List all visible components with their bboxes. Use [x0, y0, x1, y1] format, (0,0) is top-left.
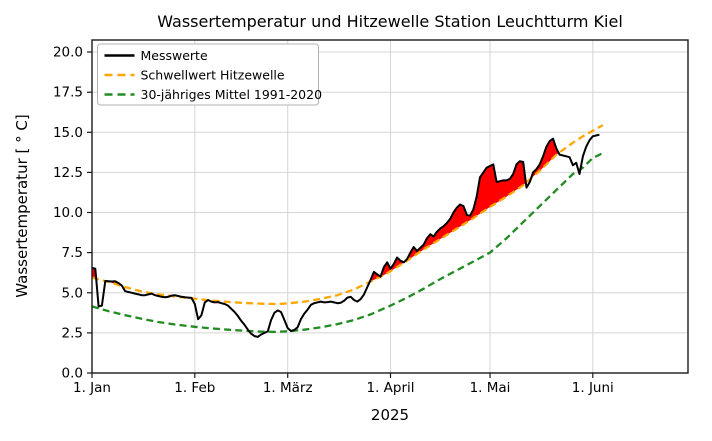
legend-label: Schwellwert Hitzewelle [141, 67, 285, 82]
y-tick-label: 5.0 [62, 285, 83, 301]
y-tick-label: 10.0 [53, 205, 83, 221]
chart-title: Wassertemperatur und Hitzewelle Station … [157, 12, 623, 31]
legend-label: 30-jähriges Mittel 1991-2020 [141, 87, 323, 102]
x-tick-label: 1. Jan [73, 380, 111, 396]
y-tick-label: 15.0 [53, 125, 83, 141]
y-tick-label: 2.5 [62, 325, 83, 341]
heatwave-fill-area [370, 271, 380, 282]
x-tick-label: 1. April [366, 380, 414, 396]
x-tick-label: 1. Juni [572, 380, 614, 396]
measurement-line [91, 133, 600, 338]
legend-label: Messwerte [141, 48, 208, 63]
y-tick-label: 17.5 [53, 85, 83, 101]
legend-box [97, 43, 319, 106]
climate-mean-line [91, 152, 604, 334]
x-tick-label: 1. Mai [470, 380, 511, 396]
x-tick-label: 1. März [263, 380, 313, 396]
y-tick-label: 20.0 [53, 45, 83, 61]
y-tick-label: 12.5 [53, 165, 83, 181]
y-tick-label: 7.5 [62, 245, 83, 261]
y-tick-label: 0.0 [62, 366, 83, 382]
threshold-line [91, 124, 604, 306]
x-axis-label: 2025 [370, 406, 410, 424]
x-tick-label: 1. Feb [174, 380, 215, 396]
heatwave-fill-area [381, 161, 526, 277]
legend: Messwerte Schwellwert Hitzewelle 30-jährig… [97, 43, 323, 106]
